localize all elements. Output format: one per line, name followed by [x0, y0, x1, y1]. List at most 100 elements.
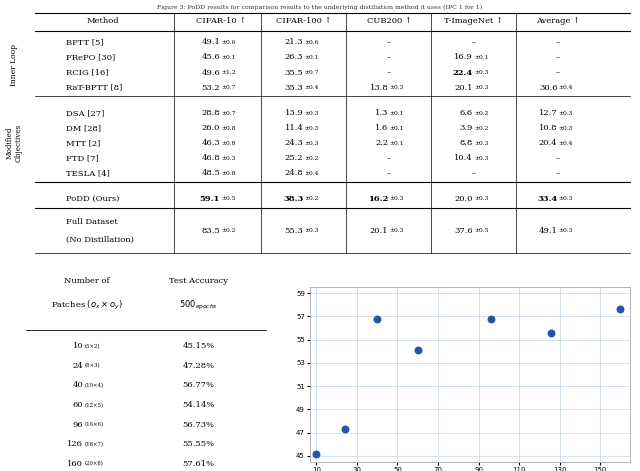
Text: ±0.4: ±0.4	[559, 141, 573, 146]
Text: ±0.1: ±0.1	[305, 55, 319, 60]
Text: ±0.7: ±0.7	[221, 111, 236, 115]
Text: (16×6): (16×6)	[84, 422, 104, 427]
Text: 59.1: 59.1	[200, 195, 220, 203]
Text: ±0.3: ±0.3	[559, 126, 573, 130]
Text: ±0.3: ±0.3	[305, 141, 319, 146]
Text: 1.3: 1.3	[375, 109, 388, 117]
Text: ±0.3: ±0.3	[390, 85, 404, 90]
Text: 40: 40	[72, 382, 83, 390]
Text: (20×8): (20×8)	[84, 462, 103, 466]
Text: CIFAR-10 ↑: CIFAR-10 ↑	[196, 17, 246, 25]
Text: ±0.2: ±0.2	[305, 156, 319, 161]
Text: 22.4: 22.4	[452, 69, 473, 76]
Text: –: –	[387, 154, 391, 162]
Text: 20.0: 20.0	[454, 195, 473, 203]
Text: 16.2: 16.2	[368, 195, 388, 203]
Text: ±0.3: ±0.3	[559, 111, 573, 115]
Text: 126: 126	[67, 440, 83, 448]
Text: ±0.7: ±0.7	[305, 70, 319, 75]
Text: 8.8: 8.8	[460, 139, 473, 147]
Text: ±0.2: ±0.2	[305, 196, 319, 201]
Text: ±0.3: ±0.3	[559, 228, 573, 233]
Text: 33.4: 33.4	[537, 195, 557, 203]
Text: 2.2: 2.2	[375, 139, 388, 147]
Text: ±0.8: ±0.8	[221, 171, 236, 176]
Text: 56.77%: 56.77%	[182, 382, 214, 390]
Text: 53.2: 53.2	[202, 84, 220, 91]
Text: 35.3: 35.3	[285, 84, 303, 91]
Text: Method: Method	[86, 17, 118, 25]
Text: CIFAR-100 ↑: CIFAR-100 ↑	[276, 17, 332, 25]
Text: Average ↑: Average ↑	[536, 17, 580, 25]
Text: 55.3: 55.3	[285, 227, 303, 235]
Text: PoDD (Ours): PoDD (Ours)	[66, 195, 119, 203]
Text: ±0.3: ±0.3	[221, 156, 236, 161]
Text: 20.1: 20.1	[370, 227, 388, 235]
Text: Modified
Objectives: Modified Objectives	[6, 124, 22, 162]
Text: –: –	[556, 54, 560, 61]
Text: 56.73%: 56.73%	[182, 421, 214, 429]
Text: 13.9: 13.9	[285, 109, 303, 117]
Text: –: –	[556, 154, 560, 162]
Text: 11.4: 11.4	[285, 124, 303, 132]
Text: ±0.3: ±0.3	[305, 111, 319, 115]
Text: –: –	[556, 39, 560, 46]
Text: (5×2): (5×2)	[84, 344, 100, 349]
Text: FTD [7]: FTD [7]	[66, 154, 99, 162]
Text: 26.3: 26.3	[285, 54, 303, 61]
Text: 54.14%: 54.14%	[182, 401, 214, 409]
Text: ±0.3: ±0.3	[474, 85, 488, 90]
Text: 46.3: 46.3	[202, 139, 220, 147]
Text: ±0.2: ±0.2	[221, 228, 236, 233]
Text: (10×4): (10×4)	[84, 383, 104, 388]
Text: (12×5): (12×5)	[84, 403, 104, 407]
Text: ±0.1: ±0.1	[474, 55, 489, 60]
Text: ±0.3: ±0.3	[474, 156, 488, 161]
Text: 6.6: 6.6	[460, 109, 473, 117]
Text: ±0.3: ±0.3	[390, 228, 404, 233]
Text: ±0.4: ±0.4	[305, 85, 319, 90]
Text: 83.5: 83.5	[202, 227, 220, 235]
Text: 49.1: 49.1	[539, 227, 557, 235]
Text: 24.3: 24.3	[285, 139, 303, 147]
Text: 25.2: 25.2	[285, 154, 303, 162]
Text: 45.15%: 45.15%	[182, 342, 214, 350]
Text: ±0.4: ±0.4	[559, 85, 573, 90]
Text: 38.3: 38.3	[283, 195, 303, 203]
Text: ±0.8: ±0.8	[221, 126, 236, 130]
Text: 20.4: 20.4	[539, 139, 557, 147]
Text: ±0.3: ±0.3	[474, 196, 488, 201]
Point	[615, 306, 625, 313]
Text: 96: 96	[72, 421, 83, 429]
Text: Test Accuracy: Test Accuracy	[169, 277, 228, 285]
Text: ±0.5: ±0.5	[221, 196, 236, 201]
Text: Figure 3: PoDD results for comparison results to the underlying distillation met: Figure 3: PoDD results for comparison re…	[157, 4, 483, 10]
Text: 160: 160	[67, 460, 83, 468]
Text: 21.3: 21.3	[285, 39, 303, 46]
Text: 10: 10	[72, 342, 83, 350]
Text: 49.6: 49.6	[202, 69, 220, 76]
Text: ±0.3: ±0.3	[559, 196, 573, 201]
Point	[372, 315, 382, 323]
Text: (8×3): (8×3)	[84, 363, 100, 368]
Text: –: –	[472, 170, 476, 177]
Text: 37.6: 37.6	[454, 227, 473, 235]
Text: –: –	[387, 69, 391, 76]
Text: RaT-BPTT [8]: RaT-BPTT [8]	[66, 84, 122, 91]
Text: –: –	[387, 39, 391, 46]
Text: ±0.1: ±0.1	[221, 55, 236, 60]
Text: BPTT [5]: BPTT [5]	[66, 39, 104, 46]
Text: 60: 60	[73, 401, 83, 409]
Text: Patches $(o_x \times o_y)$: Patches $(o_x \times o_y)$	[51, 299, 122, 312]
Text: –: –	[472, 39, 476, 46]
Text: RCIG [16]: RCIG [16]	[66, 69, 108, 76]
Text: 35.5: 35.5	[285, 69, 303, 76]
Text: MTT [2]: MTT [2]	[66, 139, 100, 147]
Text: 45.6: 45.6	[202, 54, 220, 61]
Text: ±0.1: ±0.1	[390, 141, 404, 146]
Text: –: –	[556, 69, 560, 76]
Text: 26.0: 26.0	[202, 124, 220, 132]
Text: ±0.1: ±0.1	[390, 111, 404, 115]
Text: ±0.3: ±0.3	[474, 141, 488, 146]
Text: 47.28%: 47.28%	[182, 362, 214, 370]
